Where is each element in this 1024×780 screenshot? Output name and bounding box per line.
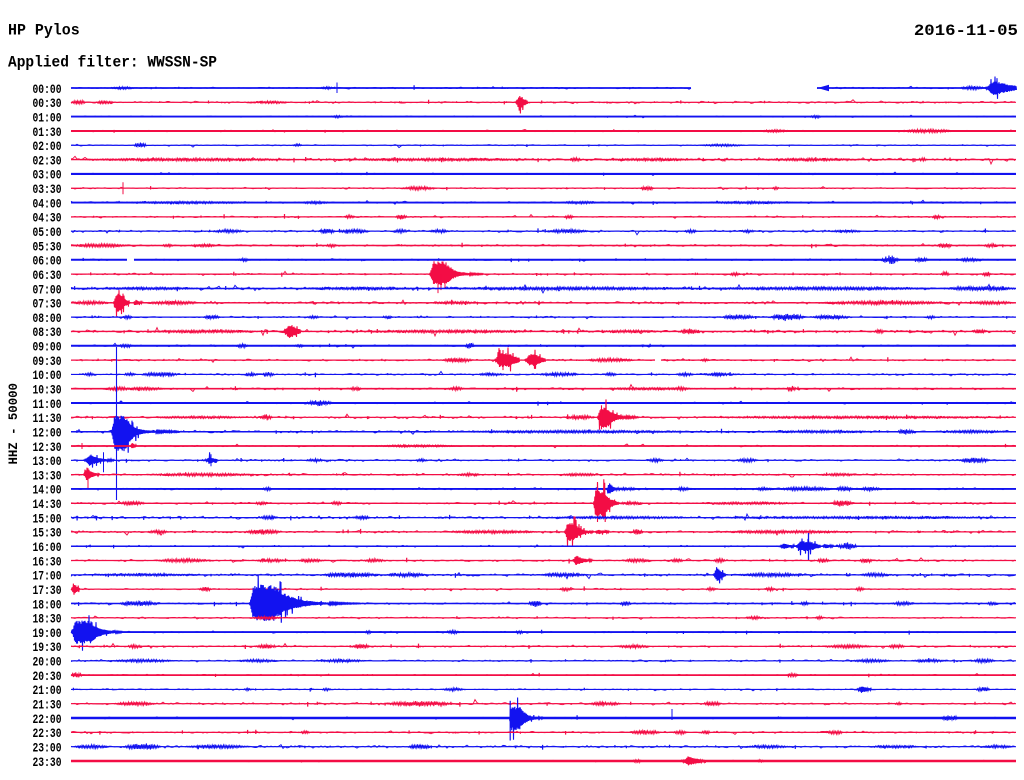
svg-text:11:30: 11:30: [33, 411, 62, 426]
svg-text:09:30: 09:30: [33, 354, 62, 369]
svg-text:04:00: 04:00: [33, 196, 62, 211]
svg-text:07:00: 07:00: [33, 282, 62, 297]
svg-text:15:30: 15:30: [33, 526, 62, 541]
svg-text:16:30: 16:30: [33, 554, 62, 569]
svg-text:Applied filter: WWSSN-SP: Applied filter: WWSSN-SP: [8, 54, 217, 72]
svg-text:13:00: 13:00: [33, 454, 62, 469]
svg-text:08:30: 08:30: [33, 325, 62, 340]
svg-text:HP Pylos: HP Pylos: [8, 21, 80, 39]
svg-text:19:30: 19:30: [33, 640, 62, 655]
svg-text:18:00: 18:00: [33, 597, 62, 612]
svg-text:03:30: 03:30: [33, 182, 62, 197]
svg-text:21:30: 21:30: [33, 698, 62, 713]
svg-text:16:00: 16:00: [33, 540, 62, 555]
svg-text:03:00: 03:00: [33, 168, 62, 183]
svg-text:09:00: 09:00: [33, 340, 62, 355]
svg-text:06:00: 06:00: [33, 254, 62, 269]
svg-text:01:30: 01:30: [33, 125, 62, 140]
svg-text:01:00: 01:00: [33, 110, 62, 125]
svg-text:00:30: 00:30: [33, 96, 62, 111]
svg-text:21:00: 21:00: [33, 683, 62, 698]
svg-text:07:30: 07:30: [33, 297, 62, 312]
svg-text:06:30: 06:30: [33, 268, 62, 283]
svg-text:18:30: 18:30: [33, 612, 62, 627]
svg-text:14:00: 14:00: [33, 483, 62, 498]
svg-text:08:00: 08:00: [33, 311, 62, 326]
svg-text:02:00: 02:00: [33, 139, 62, 154]
svg-text:14:30: 14:30: [33, 497, 62, 512]
svg-text:10:00: 10:00: [33, 368, 62, 383]
svg-text:12:30: 12:30: [33, 440, 62, 455]
svg-text:05:30: 05:30: [33, 239, 62, 254]
svg-text:23:30: 23:30: [33, 755, 62, 770]
svg-text:HHZ - 50000: HHZ - 50000: [6, 383, 21, 465]
svg-text:15:00: 15:00: [33, 511, 62, 526]
svg-text:17:00: 17:00: [33, 569, 62, 584]
svg-text:02:30: 02:30: [33, 153, 62, 168]
svg-text:04:30: 04:30: [33, 211, 62, 226]
svg-text:22:00: 22:00: [33, 712, 62, 727]
svg-text:05:00: 05:00: [33, 225, 62, 240]
svg-text:23:00: 23:00: [33, 740, 62, 755]
svg-text:2016-11-05: 2016-11-05: [914, 22, 1018, 40]
svg-text:11:00: 11:00: [33, 397, 62, 412]
svg-text:19:00: 19:00: [33, 626, 62, 641]
svg-text:20:30: 20:30: [33, 669, 62, 684]
svg-text:20:00: 20:00: [33, 655, 62, 670]
svg-text:10:30: 10:30: [33, 383, 62, 398]
svg-text:22:30: 22:30: [33, 726, 62, 741]
svg-text:13:30: 13:30: [33, 468, 62, 483]
svg-text:17:30: 17:30: [33, 583, 62, 598]
svg-text:00:00: 00:00: [33, 82, 62, 97]
svg-text:12:00: 12:00: [33, 425, 62, 440]
